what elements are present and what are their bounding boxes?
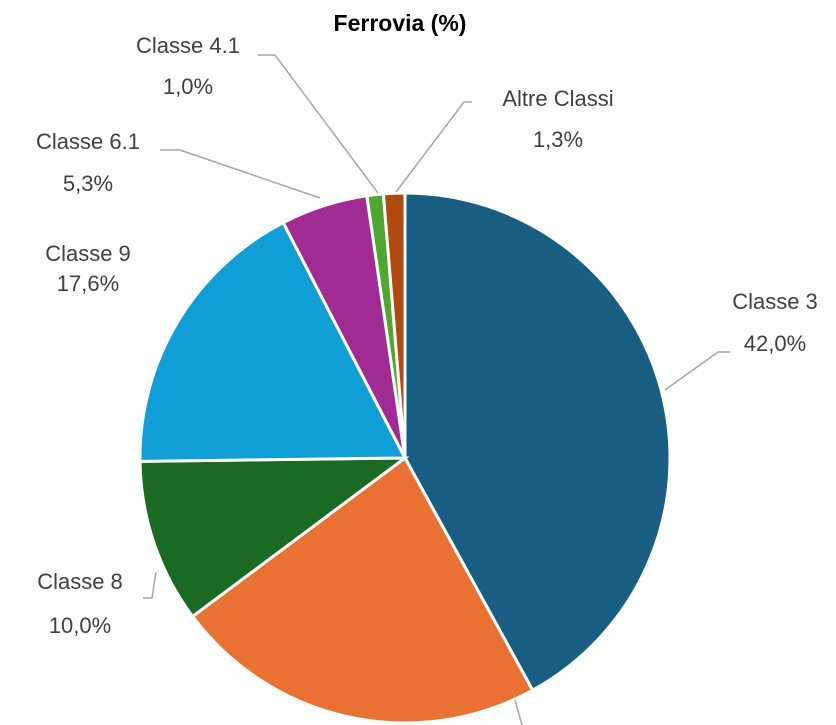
value-label: 10,0%: [49, 613, 111, 638]
leader-line: [395, 101, 472, 193]
leader-line: [258, 54, 379, 194]
slice-label: Altre Classi: [502, 86, 613, 111]
slice-label: Classe 4.1: [136, 33, 240, 58]
slice-label: Classe 8: [37, 569, 123, 594]
pie-slice: [138, 456, 410, 619]
value-label: 1,0%: [163, 74, 213, 99]
chart-title: Ferrovia (%): [334, 10, 467, 36]
leader-line: [514, 699, 523, 725]
leader-line: [160, 149, 321, 199]
value-label: 1,3%: [533, 127, 583, 152]
leader-line: [143, 571, 157, 599]
value-label: 17,6%: [57, 271, 119, 296]
pie-slice: [403, 191, 672, 693]
leader-line: [664, 351, 730, 391]
slice-label: Classe 3: [732, 289, 818, 314]
pie-slice: [381, 191, 407, 459]
pie-slice: [190, 455, 535, 725]
slice-label: Classe 6.1: [36, 129, 140, 154]
slice-label: Classe 9: [45, 241, 131, 266]
pie-slice: [138, 220, 408, 463]
value-label: 42,0%: [744, 331, 806, 356]
value-label: 5,3%: [63, 171, 113, 196]
